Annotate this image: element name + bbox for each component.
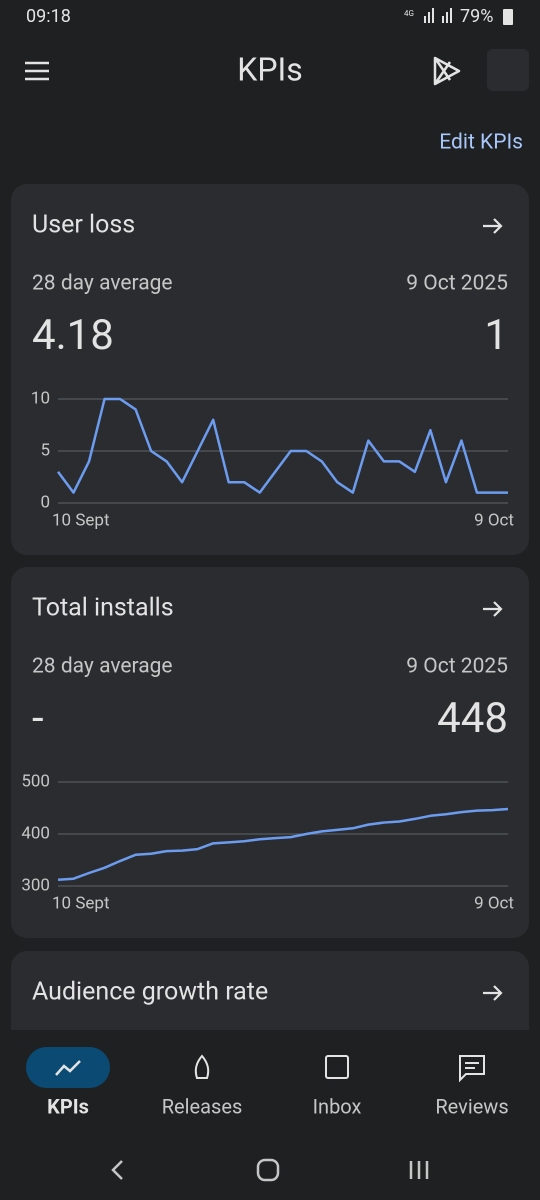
nav-label[interactable]: Inbox [313, 1094, 362, 1118]
y-tick-label: 300 [21, 875, 50, 895]
right-value: 448 [437, 694, 508, 743]
y-tick-label: 0 [40, 492, 50, 512]
card-title: Audience growth rate [32, 978, 268, 1007]
left-value: - [32, 694, 44, 743]
line-series [56, 397, 508, 494]
menu-button[interactable] [25, 61, 49, 81]
y-tick-label: 400 [21, 823, 50, 843]
nav-label[interactable]: Releases [162, 1094, 243, 1118]
kpi-card[interactable] [11, 567, 529, 938]
y-tick-label: 5 [40, 440, 50, 460]
kpi-card[interactable] [11, 184, 529, 555]
releases-icon [194, 1054, 210, 1079]
status-time: 09:18 [26, 6, 71, 27]
right-label: 9 Oct 2025 [406, 655, 508, 679]
nav-label[interactable]: Reviews [435, 1094, 508, 1118]
reviews-icon [459, 1055, 485, 1083]
nav-active-pill [26, 1047, 110, 1088]
play-icon[interactable] [433, 56, 461, 86]
y-tick-label: 10 [31, 388, 50, 408]
left-label: 28 day average [32, 655, 173, 679]
arrow-icon [483, 601, 503, 617]
inbox-icon [325, 1055, 349, 1079]
right-label: 9 Oct 2025 [406, 272, 508, 296]
status-battery: 79% [460, 6, 493, 27]
nav-label[interactable]: KPIs [47, 1094, 89, 1118]
x-tick-label: 9 Oct [474, 893, 514, 913]
left-label: 28 day average [32, 272, 173, 296]
avatar[interactable] [487, 49, 529, 91]
left-value: 4.18 [32, 311, 114, 360]
line-series [57, 807, 509, 882]
status-network: 4G [404, 9, 414, 18]
card-title: Total installs [32, 594, 174, 623]
recents-button[interactable] [409, 1161, 429, 1179]
back-button[interactable] [111, 1160, 123, 1180]
x-tick-label: 10 Sept [52, 510, 110, 530]
app-title: KPIs [237, 50, 302, 88]
edit-kpis[interactable]: Edit KPIs [439, 131, 523, 155]
arrow-icon [483, 985, 503, 1001]
x-tick-label: 10 Sept [52, 893, 110, 913]
kpi-icon [55, 1060, 81, 1076]
home-button[interactable] [256, 1158, 280, 1182]
battery-icon [503, 9, 513, 25]
x-tick-label: 9 Oct [474, 510, 514, 530]
signal-icons [424, 8, 452, 23]
arrow-icon [483, 218, 503, 234]
card-title: User loss [32, 211, 135, 240]
y-tick-label: 500 [21, 771, 50, 791]
right-value: 1 [484, 311, 508, 360]
